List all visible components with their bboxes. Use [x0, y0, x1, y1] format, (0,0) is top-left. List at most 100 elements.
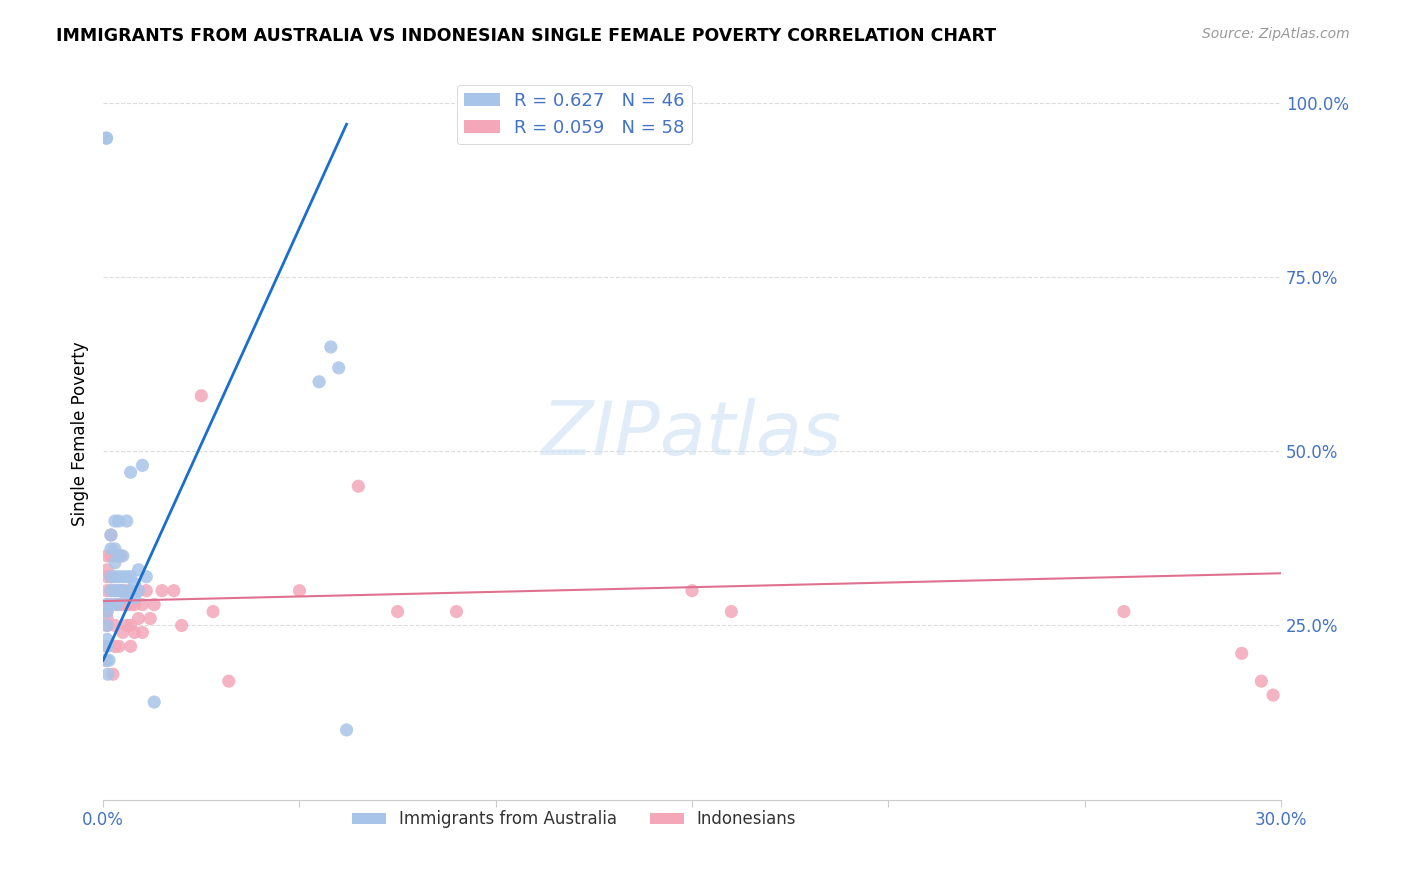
Point	[720, 605, 742, 619]
Point	[124, 576, 146, 591]
Point	[110, 583, 132, 598]
Point	[104, 618, 127, 632]
Point	[135, 583, 157, 598]
Point	[190, 389, 212, 403]
Point	[347, 479, 370, 493]
Point	[97, 667, 120, 681]
Point	[96, 549, 118, 563]
Point	[127, 563, 149, 577]
Point	[139, 611, 162, 625]
Point	[111, 625, 134, 640]
Point	[110, 549, 132, 563]
Point	[131, 625, 153, 640]
Point	[101, 667, 124, 681]
Point	[1250, 674, 1272, 689]
Point	[96, 618, 118, 632]
Point	[100, 583, 122, 598]
Point	[100, 583, 122, 598]
Point	[108, 598, 131, 612]
Point	[100, 549, 122, 563]
Point	[115, 583, 138, 598]
Point	[96, 605, 118, 619]
Point	[96, 598, 118, 612]
Point	[328, 360, 350, 375]
Point	[115, 514, 138, 528]
Point	[111, 549, 134, 563]
Point	[96, 632, 118, 647]
Y-axis label: Single Female Poverty: Single Female Poverty	[72, 342, 89, 526]
Point	[96, 131, 118, 145]
Point	[120, 598, 142, 612]
Point	[104, 583, 127, 598]
Text: ZIPatlas: ZIPatlas	[541, 398, 842, 470]
Point	[681, 583, 703, 598]
Point	[96, 598, 118, 612]
Point	[108, 514, 131, 528]
Point	[387, 605, 409, 619]
Point	[1261, 688, 1284, 702]
Point	[100, 570, 122, 584]
Point	[120, 570, 142, 584]
Point	[127, 583, 149, 598]
Point	[104, 556, 127, 570]
Point	[115, 618, 138, 632]
Point	[104, 549, 127, 563]
Point	[288, 583, 311, 598]
Point	[96, 640, 118, 654]
Point	[111, 570, 134, 584]
Point	[143, 695, 166, 709]
Point	[96, 131, 118, 145]
Point	[124, 591, 146, 605]
Point	[1112, 605, 1135, 619]
Point	[96, 653, 118, 667]
Point	[104, 640, 127, 654]
Point	[108, 549, 131, 563]
Point	[96, 583, 118, 598]
Point	[101, 598, 124, 612]
Point	[120, 583, 142, 598]
Point	[100, 528, 122, 542]
Point	[335, 723, 357, 737]
Point	[108, 640, 131, 654]
Point	[115, 598, 138, 612]
Point	[96, 640, 118, 654]
Text: IMMIGRANTS FROM AUSTRALIA VS INDONESIAN SINGLE FEMALE POVERTY CORRELATION CHART: IMMIGRANTS FROM AUSTRALIA VS INDONESIAN …	[56, 27, 997, 45]
Point	[98, 653, 121, 667]
Point	[143, 598, 166, 612]
Point	[308, 375, 330, 389]
Point	[120, 618, 142, 632]
Point	[96, 618, 118, 632]
Point	[108, 583, 131, 598]
Point	[104, 583, 127, 598]
Point	[100, 528, 122, 542]
Point	[150, 583, 173, 598]
Point	[1230, 646, 1253, 660]
Point	[104, 541, 127, 556]
Point	[105, 598, 128, 612]
Point	[111, 583, 134, 598]
Point	[319, 340, 342, 354]
Point	[96, 563, 118, 577]
Point	[127, 611, 149, 625]
Point	[96, 570, 118, 584]
Point	[108, 570, 131, 584]
Point	[170, 618, 193, 632]
Point	[100, 541, 122, 556]
Point	[124, 625, 146, 640]
Point	[111, 583, 134, 598]
Point	[127, 583, 149, 598]
Point	[104, 514, 127, 528]
Point	[124, 598, 146, 612]
Point	[120, 465, 142, 479]
Point	[120, 640, 142, 654]
Text: Source: ZipAtlas.com: Source: ZipAtlas.com	[1202, 27, 1350, 41]
Point	[446, 605, 468, 619]
Point	[163, 583, 186, 598]
Point	[104, 570, 127, 584]
Legend: Immigrants from Australia, Indonesians: Immigrants from Australia, Indonesians	[346, 804, 803, 835]
Point	[111, 598, 134, 612]
Point	[96, 611, 118, 625]
Point	[98, 598, 121, 612]
Point	[135, 570, 157, 584]
Point	[202, 605, 225, 619]
